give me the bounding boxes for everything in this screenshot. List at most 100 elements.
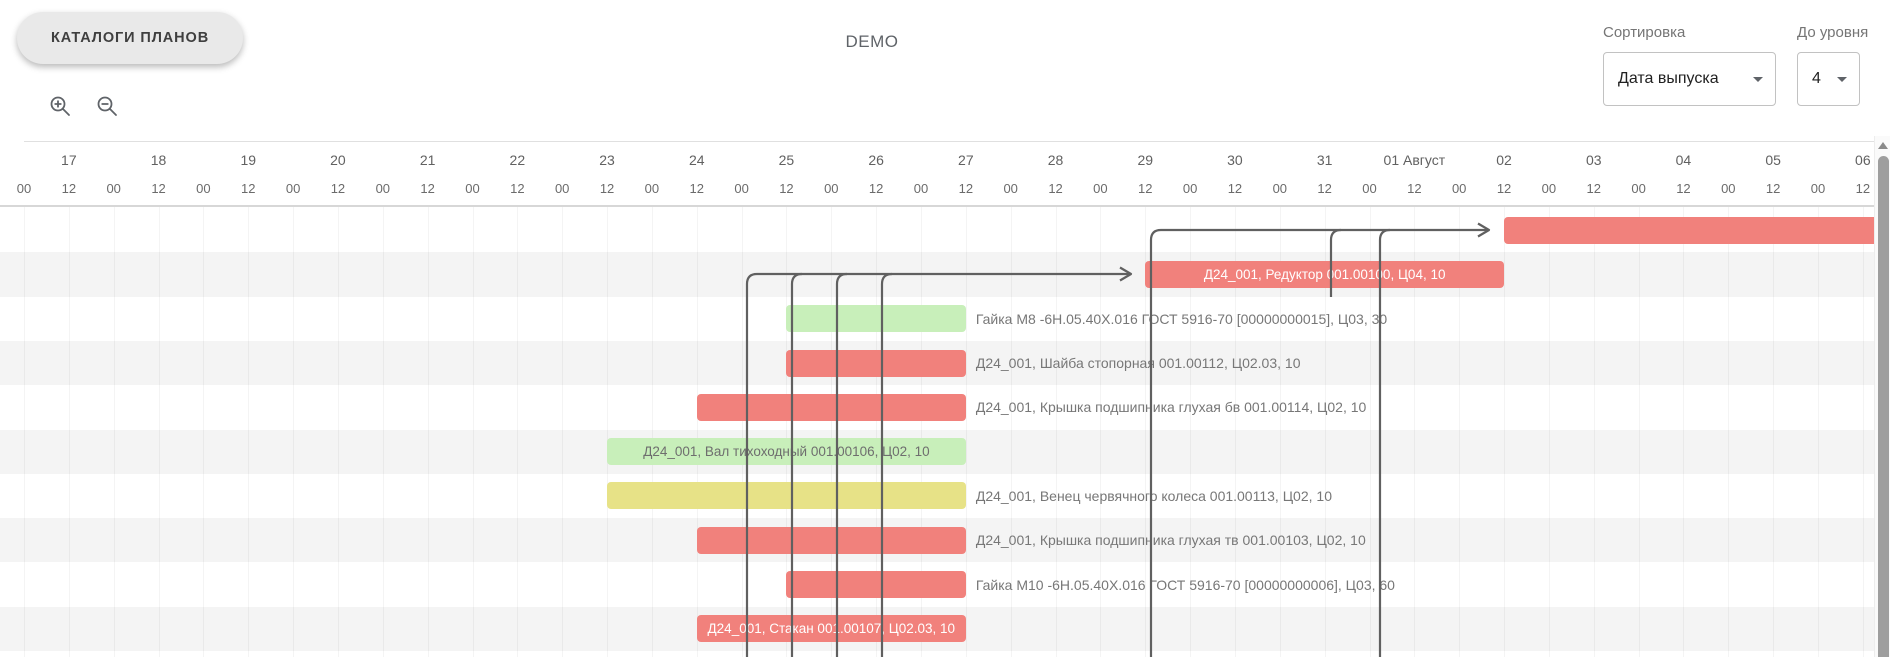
chevron-down-icon: [1837, 76, 1847, 82]
day-label: 03: [1585, 152, 1602, 168]
grid-line: [1414, 207, 1416, 657]
hour-tick-label: 12: [1227, 181, 1243, 196]
gantt-bar[interactable]: [696, 393, 966, 421]
grid-line: [293, 207, 295, 657]
task-label: Д24_001, Венец червячного колеса 001.001…: [975, 487, 1332, 504]
hour-tick-label: 00: [1451, 181, 1467, 196]
timeline-top-divider: [24, 141, 1874, 142]
grid-line: [248, 207, 250, 657]
task-label: Д24_001, Стакан 001.00107, Ц02.03, 10: [707, 621, 956, 637]
hour-tick-label: 00: [554, 181, 570, 196]
hour-tick-label: 12: [241, 181, 256, 196]
hour-tick-label: 00: [1721, 181, 1736, 196]
gantt-bar[interactable]: [696, 526, 966, 554]
hour-tick-label: 12: [1138, 181, 1153, 196]
hour-tick-label: 00: [106, 181, 121, 196]
hour-tick-label: 12: [868, 181, 884, 196]
scroll-up-arrow-icon[interactable]: [1878, 142, 1888, 149]
grid-line: [1683, 207, 1685, 657]
page-title: DEMO: [845, 32, 899, 51]
hour-tick-label: 12: [1586, 181, 1601, 196]
day-label: 31: [1316, 152, 1333, 168]
hour-tick-label: 00: [1631, 181, 1646, 196]
hour-tick-label: 00: [734, 181, 749, 196]
day-label: 25: [778, 152, 795, 168]
grid-line: [427, 207, 429, 657]
gantt-bar[interactable]: Д24_001, Стакан 001.00107, Ц02.03, 10: [696, 615, 966, 643]
gantt-bar[interactable]: [786, 571, 966, 598]
hour-tick-label: 12: [779, 181, 794, 196]
day-label: 27: [958, 152, 974, 168]
grid-line: [1459, 207, 1461, 657]
day-label: 05: [1765, 152, 1781, 168]
hour-tick-label: 12: [599, 181, 615, 196]
grid-line: [1593, 207, 1595, 657]
day-label: 24: [688, 152, 705, 168]
day-label: 21: [419, 152, 436, 168]
grid-line: [1728, 207, 1730, 657]
zoom-out-icon[interactable]: [95, 94, 119, 118]
gantt-bar[interactable]: [1504, 216, 1874, 244]
grid-line: [113, 207, 115, 657]
hour-tick-label: 00: [1362, 181, 1377, 196]
task-label: Д24_001, Крышка подшипника глухая бв 001…: [975, 399, 1367, 416]
gantt-bar[interactable]: [786, 305, 966, 333]
hour-tick-label: 12: [1765, 181, 1781, 196]
day-label: 06: [1855, 152, 1871, 168]
hour-tick-label: 12: [1048, 181, 1063, 196]
grid-line: [1862, 207, 1864, 657]
hour-tick-label: 00: [1272, 181, 1288, 196]
hour-tick-label: 12: [420, 181, 435, 196]
hour-tick-label: 12: [958, 181, 974, 196]
task-label: Гайка М10 -6Н.05.40Х.016 ГОСТ 5916-70 [0…: [975, 576, 1395, 593]
grid-line: [382, 207, 384, 657]
hour-tick-label: 12: [151, 181, 166, 196]
sort-select-value: Дата выпуска: [1618, 70, 1719, 87]
task-label: Д24_001, Крышка подшипника глухая тв 001…: [975, 532, 1366, 549]
hour-tick-label: 00: [465, 181, 480, 196]
grid-line: [203, 207, 205, 657]
grid-line: [158, 207, 160, 657]
gantt-bar[interactable]: Д24_001, Редуктор 001.00100, Ц04, 10: [1145, 260, 1505, 288]
hour-tick-label: 12: [1407, 181, 1422, 196]
day-label: 28: [1047, 152, 1064, 168]
level-label: До уровня: [1797, 24, 1869, 41]
vertical-scrollbar[interactable]: [1874, 136, 1890, 657]
task-label: Д24_001, Шайба стопорная 001.00112, Ц02.…: [975, 355, 1301, 372]
grid-line: [1190, 207, 1192, 657]
hour-tick-label: 00: [1810, 181, 1826, 196]
gantt-bar[interactable]: Д24_001, Вал тихоходный 001.00106, Ц02, …: [607, 438, 966, 466]
timeline-bottom-divider: [0, 205, 1874, 207]
sort-select[interactable]: Дата выпуска: [1603, 52, 1776, 106]
hour-tick-label: 00: [1182, 181, 1198, 196]
level-select[interactable]: 4: [1797, 52, 1860, 106]
grid-line: [651, 207, 653, 657]
hour-tick-label: 00: [16, 181, 32, 196]
day-label: 22: [509, 152, 526, 168]
chevron-down-icon: [1753, 76, 1763, 82]
hour-tick-label: 12: [1496, 181, 1512, 196]
grid-line: [472, 207, 474, 657]
scrollbar-thumb[interactable]: [1877, 156, 1889, 657]
grid-line: [562, 207, 564, 657]
grid-line: [607, 207, 609, 657]
grid-line: [1145, 207, 1147, 657]
day-label: 19: [240, 152, 257, 168]
zoom-in-icon[interactable]: [48, 94, 72, 118]
gantt-bar[interactable]: [607, 482, 966, 510]
hour-tick-label: 00: [824, 181, 839, 196]
grid-line: [24, 207, 25, 657]
hour-tick-label: 12: [510, 181, 525, 196]
task-label: Д24_001, Редуктор 001.00100, Ц04, 10: [1203, 266, 1446, 282]
day-label: 30: [1227, 152, 1243, 168]
gantt-bar[interactable]: [786, 349, 966, 377]
grid-line: [741, 207, 743, 657]
grid-line: [68, 207, 70, 657]
hour-tick-label: 00: [375, 181, 391, 196]
grid-line: [786, 207, 788, 657]
grid-line: [1324, 207, 1326, 657]
plan-catalogs-button[interactable]: КАТАЛОГИ ПЛАНОВ: [17, 12, 244, 64]
grid-line: [1234, 207, 1236, 657]
hour-tick-label: 00: [196, 181, 211, 196]
